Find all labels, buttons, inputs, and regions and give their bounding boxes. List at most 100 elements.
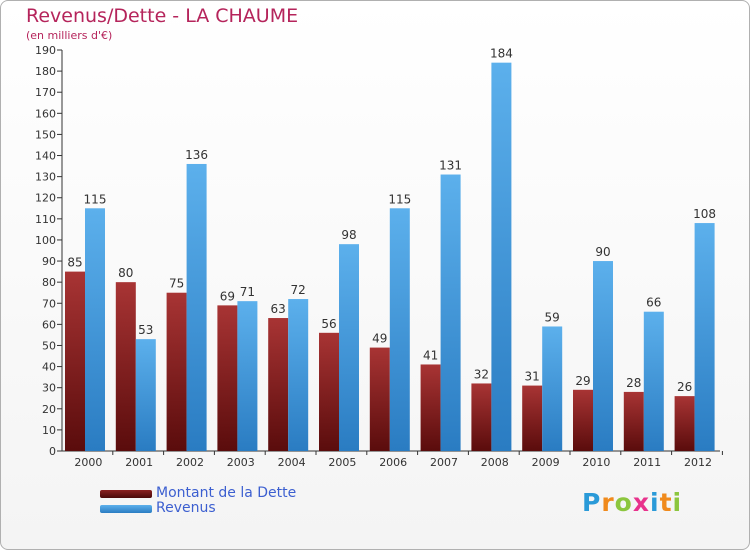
data-label-revenus: 115 <box>388 192 411 206</box>
logo-letter: r <box>601 488 615 517</box>
data-label-revenus: 184 <box>490 47 513 61</box>
y-tick-label: 140 <box>35 150 56 163</box>
data-label-dette: 41 <box>423 348 438 362</box>
y-tick-label: 110 <box>35 213 56 226</box>
y-tick-label: 80 <box>42 276 56 289</box>
y-tick-label: 60 <box>42 318 56 331</box>
bar-dette <box>268 318 289 451</box>
legend-label-dette: Montant de la Dette <box>156 485 297 501</box>
y-tick-label: 20 <box>42 403 56 416</box>
data-label-revenus: 131 <box>439 159 462 173</box>
bar-dette <box>166 292 187 451</box>
bar-revenus <box>643 311 664 451</box>
bar-revenus <box>85 208 105 451</box>
y-tick-label: 130 <box>35 171 56 184</box>
bar-revenus <box>186 163 207 451</box>
logo-letter: P <box>582 488 602 517</box>
y-tick-label: 170 <box>35 86 56 99</box>
y-tick-label: 190 <box>35 44 56 57</box>
logo-letter: i <box>672 488 683 517</box>
data-label-dette: 75 <box>169 277 184 291</box>
chart-title: Revenus/Dette - LA CHAUME <box>26 5 299 27</box>
data-label-revenus: 66 <box>646 296 661 310</box>
bar-revenus <box>542 326 563 451</box>
bar-revenus <box>593 261 613 451</box>
logo-letter: x <box>632 488 650 517</box>
data-label-dette: 29 <box>575 374 590 388</box>
x-tick-label: 2004 <box>278 456 306 469</box>
y-tick-label: 30 <box>42 382 56 395</box>
y-tick-label: 70 <box>42 297 56 310</box>
x-tick-label: 2000 <box>74 456 102 469</box>
bar-revenus <box>288 299 309 451</box>
data-label-dette: 69 <box>220 289 235 303</box>
data-label-revenus: 71 <box>240 285 255 299</box>
bar-dette <box>674 396 695 451</box>
y-tick-label: 50 <box>42 339 56 352</box>
data-label-dette: 26 <box>677 380 692 394</box>
bar-revenus <box>389 208 410 451</box>
bar-dette <box>420 364 441 451</box>
proxiti-logo: Proxiti <box>582 488 682 517</box>
data-label-revenus: 108 <box>693 207 716 221</box>
data-label-dette: 31 <box>525 370 540 384</box>
bar-dette <box>522 385 543 451</box>
data-label-revenus: 136 <box>185 148 208 162</box>
chart-subtitle: (en milliers d'€) <box>26 29 113 42</box>
data-label-dette: 49 <box>372 332 387 346</box>
x-tick-label: 2011 <box>633 456 661 469</box>
x-tick-label: 2006 <box>379 456 407 469</box>
bar-dette <box>623 391 644 451</box>
data-label-dette: 28 <box>626 376 641 390</box>
data-label-revenus: 90 <box>595 245 610 259</box>
y-tick-label: 160 <box>35 107 56 120</box>
bar-revenus <box>491 62 512 452</box>
y-tick-label: 0 <box>49 445 56 458</box>
x-tick-label: 2001 <box>125 456 153 469</box>
data-label-revenus: 72 <box>291 283 306 297</box>
x-tick-label: 2009 <box>532 456 560 469</box>
data-label-dette: 56 <box>321 317 336 331</box>
y-tick-label: 120 <box>35 192 56 205</box>
y-tick-label: 100 <box>35 234 56 247</box>
bar-dette <box>471 383 492 451</box>
y-tick-label: 150 <box>35 128 56 141</box>
legend-label-revenus: Revenus <box>156 500 216 516</box>
bar-dette <box>369 347 390 451</box>
data-label-dette: 63 <box>271 302 286 316</box>
data-label-revenus: 53 <box>138 323 153 337</box>
data-label-dette: 85 <box>67 256 82 270</box>
bar-dette <box>319 332 339 451</box>
x-tick-label: 2007 <box>430 456 458 469</box>
y-tick-label: 10 <box>42 424 56 437</box>
bar-dette <box>115 282 136 451</box>
bar-dette <box>573 389 593 451</box>
data-label-revenus: 98 <box>341 228 356 242</box>
y-tick-label: 40 <box>42 361 56 374</box>
x-tick-label: 2005 <box>328 456 356 469</box>
legend-swatch-revenus <box>100 505 152 513</box>
bar-revenus <box>440 174 461 451</box>
logo-letter: i <box>650 488 660 517</box>
bar-revenus <box>339 244 359 451</box>
logo-letter: t <box>659 488 673 517</box>
x-tick-label: 2008 <box>481 456 509 469</box>
data-label-revenus: 115 <box>84 192 107 206</box>
data-label-dette: 32 <box>474 367 489 381</box>
data-label-dette: 80 <box>118 266 133 280</box>
y-tick-label: 90 <box>42 255 56 268</box>
bar-dette <box>217 305 238 451</box>
legend-swatch-dette <box>100 490 152 498</box>
bar-dette <box>65 271 85 451</box>
x-tick-label: 2012 <box>684 456 712 469</box>
bar-revenus <box>237 301 258 451</box>
bar-revenus <box>694 223 715 451</box>
x-tick-label: 2010 <box>582 456 610 469</box>
x-tick-label: 2003 <box>227 456 255 469</box>
x-tick-label: 2002 <box>176 456 204 469</box>
bar-revenus <box>135 339 156 451</box>
y-tick-label: 180 <box>35 65 56 78</box>
data-label-revenus: 59 <box>545 310 560 324</box>
